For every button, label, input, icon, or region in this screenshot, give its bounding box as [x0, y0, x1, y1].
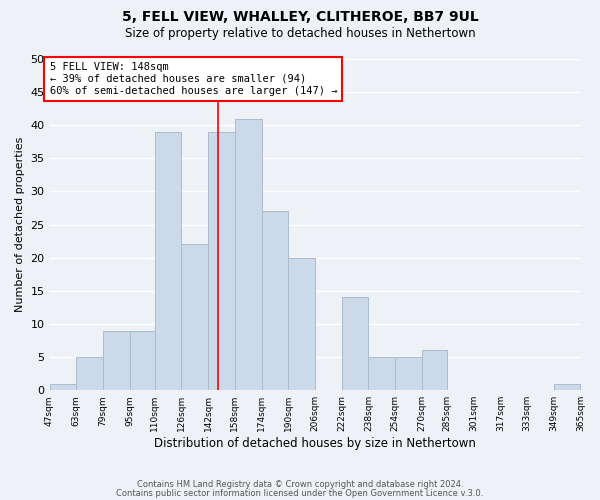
Y-axis label: Number of detached properties: Number of detached properties	[15, 137, 25, 312]
Bar	[181, 244, 208, 390]
Bar	[208, 132, 235, 390]
X-axis label: Distribution of detached houses by size in Nethertown: Distribution of detached houses by size …	[154, 437, 476, 450]
Bar	[76, 357, 103, 390]
Bar	[155, 132, 181, 390]
Bar	[395, 357, 422, 390]
Bar	[262, 212, 289, 390]
Bar	[554, 384, 580, 390]
Bar	[342, 298, 368, 390]
Bar	[289, 258, 315, 390]
Bar	[235, 118, 262, 390]
Text: Size of property relative to detached houses in Nethertown: Size of property relative to detached ho…	[125, 28, 475, 40]
Bar	[422, 350, 447, 390]
Text: 5, FELL VIEW, WHALLEY, CLITHEROE, BB7 9UL: 5, FELL VIEW, WHALLEY, CLITHEROE, BB7 9U…	[122, 10, 478, 24]
Bar	[103, 330, 130, 390]
Bar	[50, 384, 76, 390]
Text: Contains public sector information licensed under the Open Government Licence v.: Contains public sector information licen…	[116, 488, 484, 498]
Text: Contains HM Land Registry data © Crown copyright and database right 2024.: Contains HM Land Registry data © Crown c…	[137, 480, 463, 489]
Bar	[368, 357, 395, 390]
Bar	[130, 330, 155, 390]
Text: 5 FELL VIEW: 148sqm
← 39% of detached houses are smaller (94)
60% of semi-detach: 5 FELL VIEW: 148sqm ← 39% of detached ho…	[50, 62, 337, 96]
